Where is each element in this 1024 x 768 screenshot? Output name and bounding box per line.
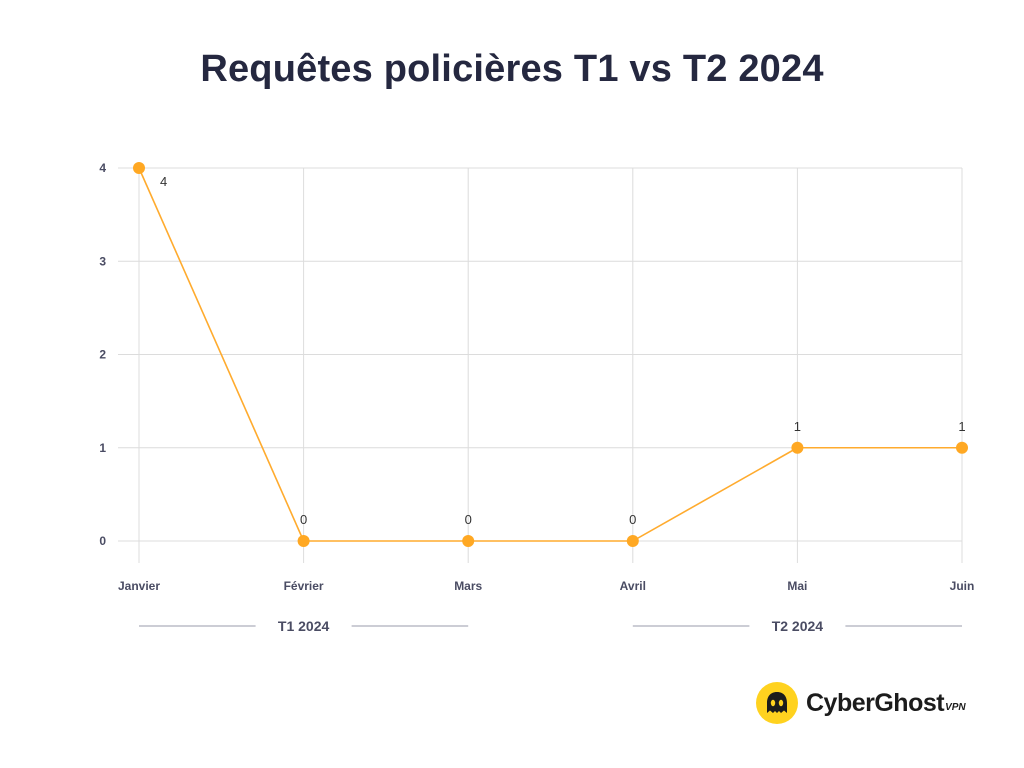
y-tick-label: 3	[99, 254, 106, 268]
cyberghost-ghost-icon	[756, 682, 798, 724]
brand-logo: CyberGhost VPN	[756, 681, 966, 725]
series-lines	[138, 167, 962, 542]
data-points	[133, 162, 968, 547]
data-labels: 4 0 0 0 1 1	[160, 174, 966, 527]
data-point	[297, 535, 310, 547]
data-point	[791, 441, 804, 454]
grid-lines	[118, 167, 963, 563]
y-axis-ticks: 0 1 2 3 4	[99, 161, 106, 548]
x-axis-ticks: Janvier Février Mars Avril Mai Juin	[118, 579, 974, 593]
data-point	[626, 535, 639, 547]
x-tick-label: Janvier	[118, 579, 160, 593]
group-label: T2 2024	[772, 618, 824, 634]
data-point	[956, 441, 968, 454]
x-tick-label: Mai	[787, 579, 807, 593]
x-tick-label: Juin	[950, 579, 975, 593]
data-point	[462, 535, 475, 547]
data-label: 0	[629, 512, 636, 527]
data-point	[133, 162, 145, 174]
brand-suffix: VPN	[945, 701, 966, 713]
y-tick-label: 2	[99, 348, 106, 362]
x-tick-label: Mars	[454, 579, 482, 593]
series-line-segment	[138, 167, 305, 542]
data-label: 0	[300, 512, 307, 527]
brand-name: CyberGhost	[806, 688, 945, 717]
group-label: T1 2024	[278, 618, 330, 634]
quarter-groups: T1 2024 T2 2024	[139, 618, 962, 634]
x-tick-label: Février	[284, 579, 324, 593]
y-tick-label: 0	[99, 534, 106, 548]
x-tick-label: Avril	[620, 579, 646, 593]
y-tick-label: 1	[99, 441, 106, 455]
chart-title: Requêtes policières T1 vs T2 2024	[200, 48, 824, 90]
series-line-segment	[632, 447, 798, 542]
data-label: 4	[160, 174, 167, 189]
data-label: 1	[958, 419, 965, 434]
data-label: 0	[465, 512, 472, 527]
data-label: 1	[794, 419, 801, 434]
y-tick-label: 4	[99, 161, 106, 175]
